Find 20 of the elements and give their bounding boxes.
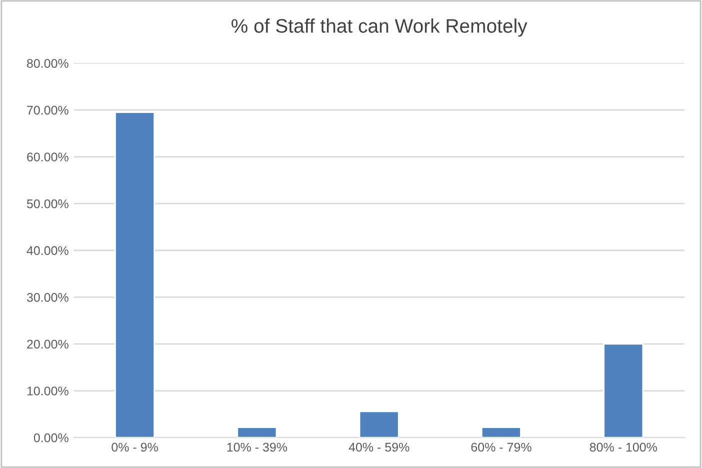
x-tick-label: 10% - 39% [227, 442, 288, 452]
y-tick-label: 40.00% [26, 246, 68, 256]
y-tick-label: 70.00% [27, 106, 68, 115]
y-tick-label: 0.00% [34, 433, 68, 442]
chart-title: % of Staff that can Work Remotely [232, 18, 528, 37]
y-tick-label: 60.00% [27, 152, 68, 162]
y-tick-label: 30.00% [26, 292, 68, 302]
y-tick-label: 20.00% [27, 340, 68, 349]
bar [480, 426, 522, 438]
y-tick-label: 50.00% [26, 199, 68, 208]
x-tick-label: 40% - 59% [348, 442, 410, 452]
y-tick-label: 10.00% [27, 386, 68, 396]
bar [236, 426, 278, 438]
bar [358, 410, 400, 438]
x-tick-label: 60% - 79% [471, 442, 532, 452]
y-tick-label: 80.00% [27, 58, 68, 68]
bar [603, 343, 644, 438]
x-tick-label: 0% - 9% [112, 442, 158, 452]
x-tick-label: 80% - 100% [590, 442, 657, 452]
bar [114, 112, 156, 438]
